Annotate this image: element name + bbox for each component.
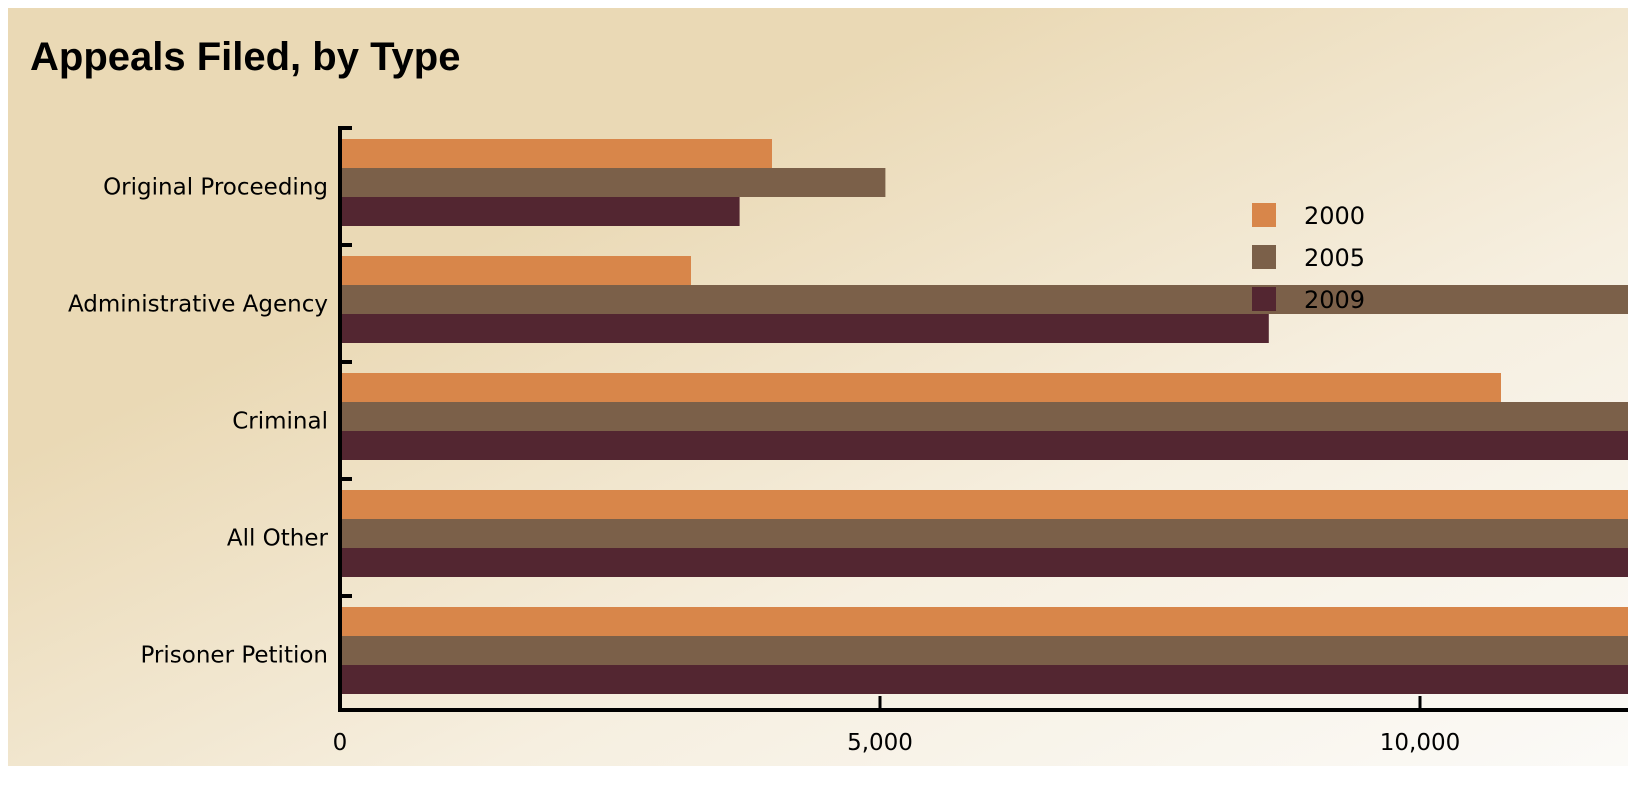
bar-2000-prisoner-petition bbox=[340, 607, 1628, 636]
legend-swatch-2005 bbox=[1252, 245, 1276, 269]
bar-2005-all-other bbox=[340, 519, 1628, 548]
bar-2005-prisoner-petition bbox=[340, 636, 1628, 665]
chart-title: Appeals Filed, by Type bbox=[30, 35, 460, 79]
bar-2000-original-proceeding bbox=[340, 139, 772, 168]
category-label: Prisoner Petition bbox=[140, 643, 328, 669]
axis-layer: Original Proceeding Administrative Agency… bbox=[68, 126, 1628, 756]
category-label: Original Proceeding bbox=[103, 175, 328, 201]
bar-2009-criminal bbox=[340, 431, 1628, 460]
bar-2000-criminal bbox=[340, 373, 1501, 402]
x-tick-label: 0 bbox=[333, 730, 348, 756]
legend-label-2009: 2009 bbox=[1304, 286, 1365, 314]
bar-2005-original-proceeding bbox=[340, 168, 886, 197]
bar-2005-administrative-agency bbox=[340, 285, 1628, 314]
x-tick-label: 5,000 bbox=[847, 730, 913, 756]
bars-layer bbox=[340, 139, 1628, 694]
legend-label-2000: 2000 bbox=[1304, 202, 1365, 230]
bar-2005-criminal bbox=[340, 402, 1628, 431]
legend-label-2005: 2005 bbox=[1304, 244, 1365, 272]
bar-2000-all-other bbox=[340, 490, 1628, 519]
chart-panel: Appeals Filed, by Type Original Proceedi… bbox=[8, 8, 1628, 766]
bar-2000-administrative-agency bbox=[340, 256, 691, 285]
category-label: Criminal bbox=[232, 409, 328, 435]
category-label: All Other bbox=[227, 526, 329, 552]
bar-2009-administrative-agency bbox=[340, 314, 1269, 343]
category-label: Administrative Agency bbox=[68, 292, 328, 318]
bar-2009-original-proceeding bbox=[340, 197, 740, 226]
bar-2009-prisoner-petition bbox=[340, 665, 1628, 694]
bar-2009-all-other bbox=[340, 548, 1628, 577]
chart-svg: Appeals Filed, by Type Original Proceedi… bbox=[30, 35, 1628, 756]
legend-swatch-2000 bbox=[1252, 203, 1276, 227]
x-tick-label: 10,000 bbox=[1380, 730, 1460, 756]
legend-swatch-2009 bbox=[1252, 287, 1276, 311]
legend: 2000 2005 2009 bbox=[1252, 202, 1365, 314]
